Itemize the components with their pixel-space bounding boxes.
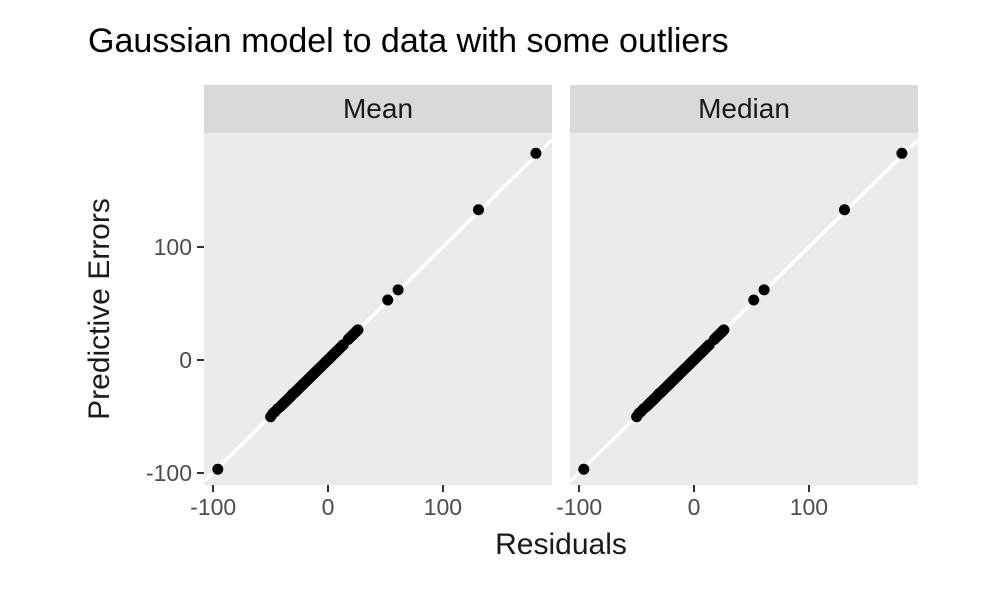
y-tick-mark [197,245,204,248]
data-point [212,463,224,475]
data-point [896,147,908,159]
facet-strip-label: Mean [342,93,414,124]
x-tick-label: 100 [789,494,829,520]
chart-title: Gaussian model to data with some outlier… [88,22,729,60]
facet-mean: Mean [204,85,552,485]
x-tick-mark [578,485,581,492]
data-point [718,324,730,336]
facet-strip-label: Median [698,93,790,124]
data-point [838,204,850,216]
data-point [578,463,590,475]
identity-line [204,138,552,483]
y-tick-label: -100 [145,459,192,486]
x-tick-label: 0 [321,494,335,520]
x-tick-label: -100 [190,494,237,520]
identity-line [570,138,918,483]
data-point [530,147,542,159]
data-point [382,294,394,306]
facet-strip-median: Median [570,85,918,133]
data-point [748,294,760,306]
y-tick-mark [197,358,204,361]
y-tick-mark [197,471,204,474]
facet-strip-mean: Mean [204,85,552,133]
x-tick-mark [693,485,696,492]
y-axis-title: Predictive Errors [83,198,116,420]
x-tick-label: -100 [556,494,603,520]
y-tick-label: 0 [179,346,192,373]
x-tick-mark [327,485,330,492]
data-point [352,324,364,336]
x-tick-mark [441,485,444,492]
x-tick-label: 0 [687,494,701,520]
x-tick-label: 100 [423,494,463,520]
x-axis-title: Residuals [495,528,627,561]
data-point [392,284,404,296]
data-point [758,284,770,296]
panel-mean [204,133,552,485]
x-tick-mark [807,485,810,492]
panel-median [570,133,918,485]
y-tick-label: 100 [153,233,192,260]
x-tick-mark [212,485,215,492]
facet-median: Median [570,85,918,485]
data-point [472,204,484,216]
